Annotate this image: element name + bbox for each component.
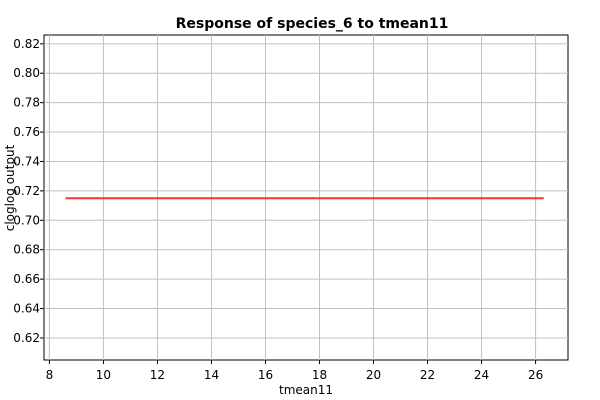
- x-axis-label: tmean11: [279, 383, 333, 397]
- y-axis: 0.62 0.64 0.66 0.68 0.70 0.72 0.74 0.76 0.78 0.80…: [13, 37, 44, 345]
- x-axis: 8 10 12 14 16 18 20 22 24 26: [46, 360, 543, 382]
- y-tick-label: 0.64: [13, 302, 40, 316]
- y-tick-label: 0.76: [13, 125, 40, 139]
- chart-title: Response of species_6 to tmean11: [176, 16, 449, 32]
- y-tick-label: 0.80: [13, 66, 40, 80]
- y-tick-label: 0.70: [13, 213, 40, 227]
- x-tick-label: 16: [258, 368, 273, 382]
- y-tick-label: 0.82: [13, 37, 40, 51]
- y-tick-label: 0.66: [13, 272, 40, 286]
- y-tick-label: 0.78: [13, 96, 40, 110]
- x-tick-label: 14: [204, 368, 219, 382]
- y-tick-label: 0.62: [13, 331, 40, 345]
- y-tick-label: 0.68: [13, 243, 40, 257]
- y-axis-label: cloglog output: [3, 144, 17, 231]
- x-tick-label: 10: [96, 368, 111, 382]
- y-tick-label: 0.74: [13, 154, 40, 168]
- x-tick-label: 20: [366, 368, 381, 382]
- y-tick-label: 0.72: [13, 184, 40, 198]
- x-tick-label: 24: [474, 368, 489, 382]
- x-tick-label: 8: [46, 368, 54, 382]
- x-tick-label: 18: [312, 368, 327, 382]
- x-tick-label: 12: [150, 368, 165, 382]
- x-tick-label: 26: [528, 368, 543, 382]
- x-tick-label: 22: [420, 368, 435, 382]
